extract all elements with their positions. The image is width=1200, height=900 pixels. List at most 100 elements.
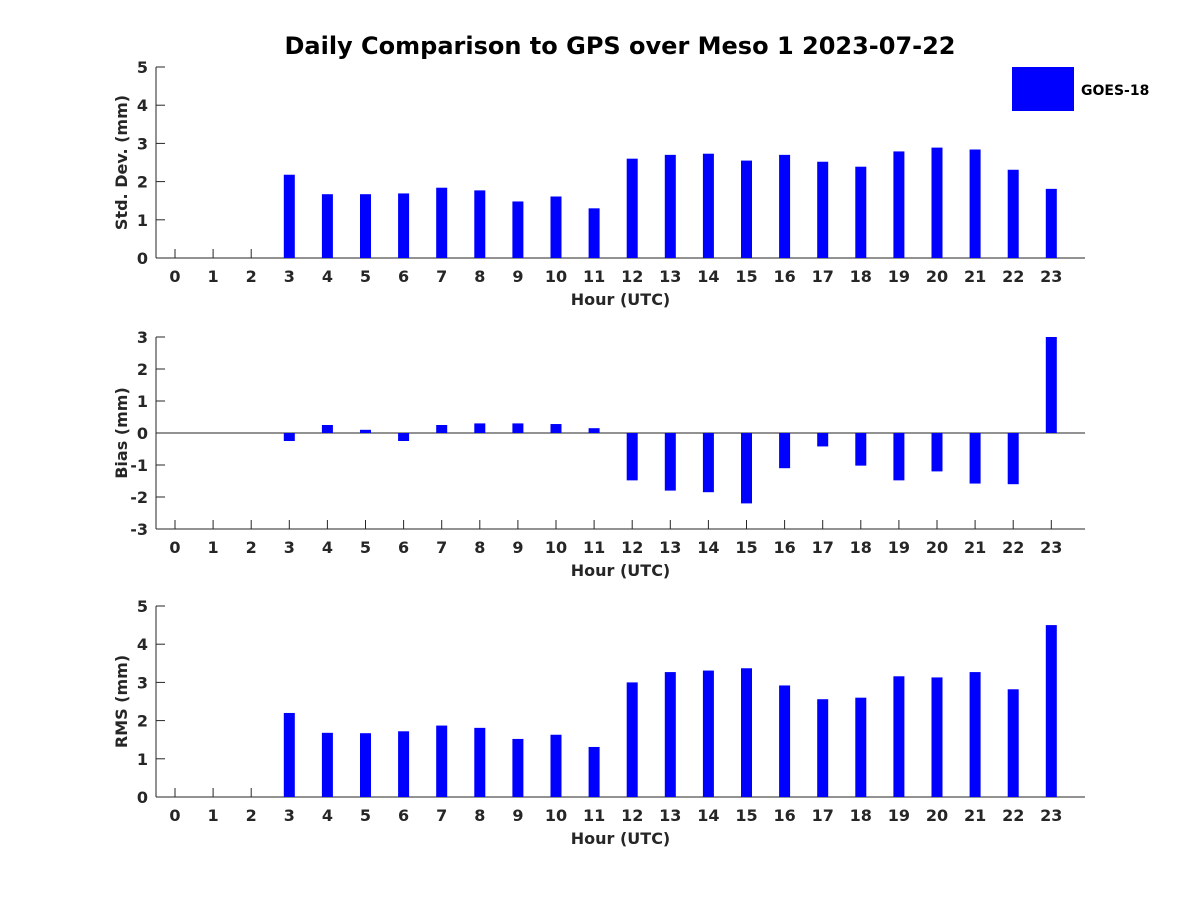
x-tick-label: 0 xyxy=(169,806,180,825)
x-tick-label: 2 xyxy=(246,806,257,825)
bar-stddev-hour-7 xyxy=(436,187,448,258)
x-tick-label: 21 xyxy=(964,267,986,286)
x-tick-label: 12 xyxy=(621,806,643,825)
x-tick-label: 19 xyxy=(888,806,910,825)
x-tick-label: 9 xyxy=(512,267,523,286)
x-tick-label: 18 xyxy=(850,538,872,557)
x-tick-label: 16 xyxy=(773,806,795,825)
x-tick-label: 8 xyxy=(474,267,485,286)
bar-stddev-hour-10 xyxy=(550,196,562,258)
bar-bias-hour-4 xyxy=(321,425,333,433)
x-tick-label: 22 xyxy=(1002,267,1024,286)
bar-bias-hour-21 xyxy=(969,433,981,484)
x-tick-label: 14 xyxy=(697,538,719,557)
bar-rms-hour-19 xyxy=(893,676,905,797)
bar-rms-hour-15 xyxy=(741,668,752,797)
x-tick-label: 20 xyxy=(926,538,948,557)
x-tick-label: 12 xyxy=(621,267,643,286)
x-tick-label: 4 xyxy=(322,806,333,825)
y-axis-label: Std. Dev. (mm) xyxy=(112,95,131,230)
bar-bias-hour-14 xyxy=(702,433,714,493)
bar-rms-hour-12 xyxy=(626,682,638,797)
bar-rms-hour-21 xyxy=(969,672,981,797)
legend-label: GOES-18 xyxy=(1081,83,1149,99)
x-tick-label: 9 xyxy=(512,538,523,557)
x-tick-label: 1 xyxy=(208,267,219,286)
x-tick-label: 2 xyxy=(246,267,257,286)
x-tick-label: 5 xyxy=(360,267,371,286)
y-axis-label: Bias (mm) xyxy=(112,387,131,479)
bar-bias-hour-15 xyxy=(741,433,752,504)
y-tick-label: 2 xyxy=(137,360,148,379)
bar-rms-hour-10 xyxy=(550,734,562,797)
x-tick-label: 15 xyxy=(735,538,757,557)
bar-rms-hour-14 xyxy=(702,670,714,797)
y-tick-label: -2 xyxy=(130,488,148,507)
x-tick-label: 3 xyxy=(284,267,295,286)
y-tick-label: 0 xyxy=(137,249,148,268)
x-axis-label: Hour (UTC) xyxy=(571,561,671,580)
x-tick-label: 14 xyxy=(697,806,719,825)
bar-bias-hour-3 xyxy=(283,433,295,441)
bar-bias-hour-5 xyxy=(360,429,371,433)
x-axis-label: Hour (UTC) xyxy=(571,829,671,848)
x-tick-label: 21 xyxy=(964,806,986,825)
x-tick-label: 19 xyxy=(888,538,910,557)
bar-bias-hour-11 xyxy=(588,428,600,433)
bar-stddev-hour-22 xyxy=(1007,169,1019,258)
bar-rms-hour-6 xyxy=(398,731,410,797)
x-tick-label: 19 xyxy=(888,267,910,286)
x-tick-label: 7 xyxy=(436,267,447,286)
bar-stddev-hour-21 xyxy=(969,149,981,258)
y-tick-label: 5 xyxy=(137,597,148,616)
bar-rms-hour-22 xyxy=(1007,689,1019,797)
bar-stddev-hour-19 xyxy=(893,151,905,258)
bar-stddev-hour-3 xyxy=(283,174,295,258)
x-tick-label: 11 xyxy=(583,538,605,557)
bar-stddev-hour-13 xyxy=(664,154,676,258)
x-tick-label: 6 xyxy=(398,267,409,286)
x-tick-label: 8 xyxy=(474,538,485,557)
y-tick-label: -1 xyxy=(130,456,148,475)
x-tick-label: 16 xyxy=(773,267,795,286)
y-tick-label: 2 xyxy=(137,712,148,731)
chart-title: Daily Comparison to GPS over Meso 1 2023… xyxy=(284,32,955,60)
bar-stddev-hour-9 xyxy=(512,201,524,258)
bar-stddev-hour-20 xyxy=(931,147,943,258)
x-tick-label: 8 xyxy=(474,806,485,825)
bar-rms-hour-20 xyxy=(931,677,943,797)
bar-bias-hour-8 xyxy=(474,423,486,433)
bar-stddev-hour-17 xyxy=(817,161,829,258)
bar-stddev-hour-16 xyxy=(779,154,791,258)
y-tick-label: 3 xyxy=(137,673,148,692)
x-tick-label: 17 xyxy=(812,806,834,825)
x-tick-label: 18 xyxy=(850,806,872,825)
y-tick-label: 4 xyxy=(137,96,148,115)
bar-rms-hour-9 xyxy=(512,738,524,797)
x-tick-label: 14 xyxy=(697,267,719,286)
bar-rms-hour-13 xyxy=(664,672,676,797)
x-tick-label: 13 xyxy=(659,538,681,557)
bar-stddev-hour-5 xyxy=(360,194,371,258)
bar-bias-hour-18 xyxy=(855,433,867,466)
x-tick-label: 7 xyxy=(436,806,447,825)
x-tick-label: 6 xyxy=(398,806,409,825)
bar-bias-hour-17 xyxy=(817,433,829,447)
y-tick-label: 2 xyxy=(137,173,148,192)
bar-rms-hour-23 xyxy=(1045,625,1057,797)
y-tick-label: 4 xyxy=(137,635,148,654)
y-tick-label: 3 xyxy=(137,328,148,347)
x-tick-label: 12 xyxy=(621,538,643,557)
bar-stddev-hour-23 xyxy=(1045,188,1057,258)
bar-stddev-hour-14 xyxy=(702,153,714,258)
x-tick-label: 13 xyxy=(659,267,681,286)
x-tick-label: 6 xyxy=(398,538,409,557)
x-tick-label: 16 xyxy=(773,538,795,557)
bar-bias-hour-23 xyxy=(1045,337,1057,433)
bar-bias-hour-9 xyxy=(512,423,524,433)
bar-rms-hour-18 xyxy=(855,697,867,797)
y-tick-label: 1 xyxy=(137,392,148,411)
